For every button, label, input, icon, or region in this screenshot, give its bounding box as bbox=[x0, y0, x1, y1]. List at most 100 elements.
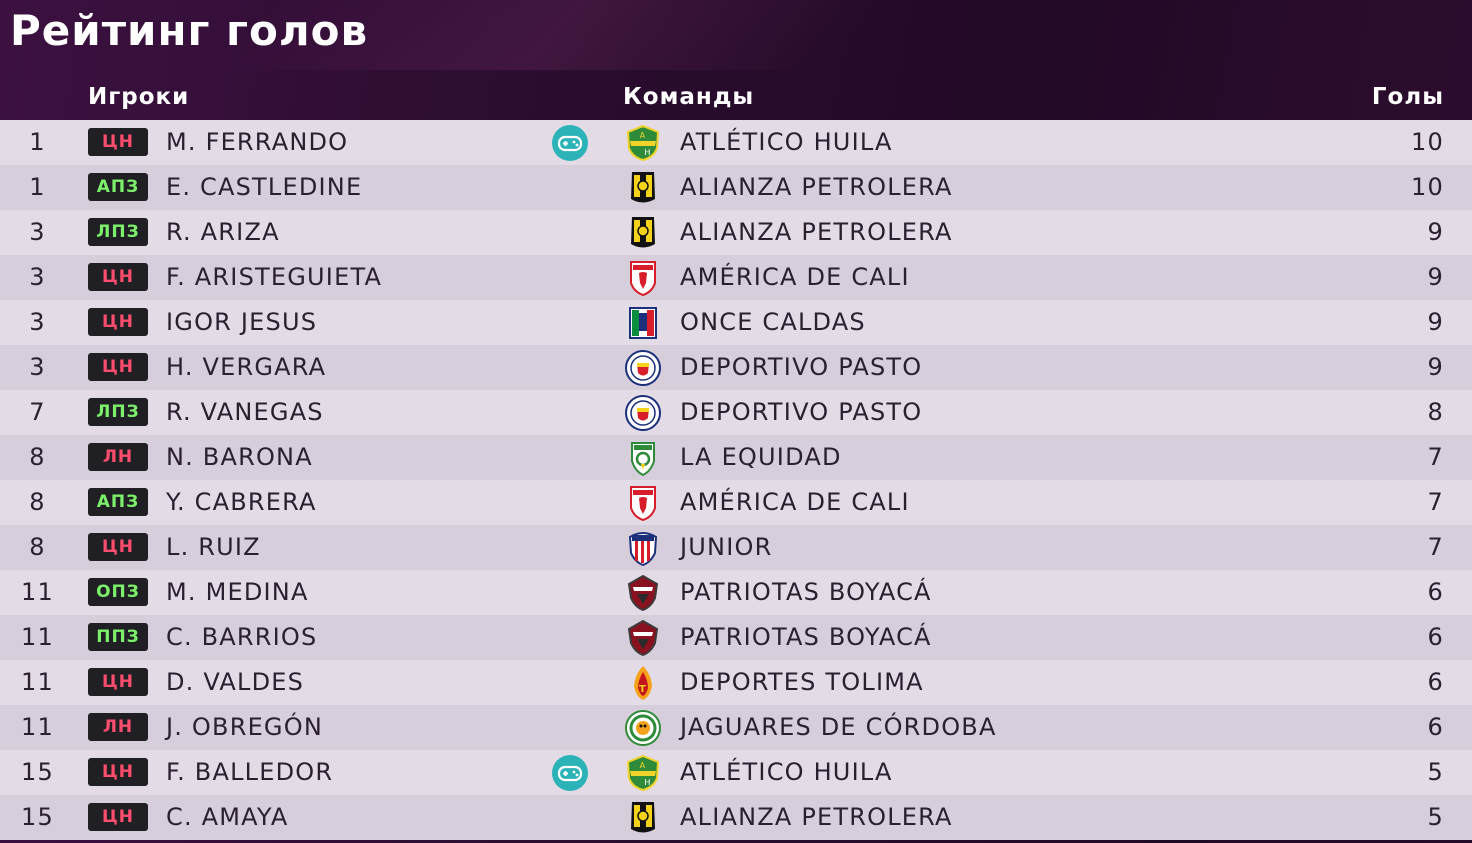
gamepad-icon bbox=[551, 754, 589, 792]
goals-count: 7 bbox=[1427, 533, 1444, 561]
position-badge: ЛН bbox=[88, 713, 148, 741]
rank-number: 3 bbox=[29, 218, 46, 246]
team-name: AMÉRICA DE CALI bbox=[680, 263, 910, 291]
position-badge: ППЗ bbox=[88, 623, 148, 651]
patriotas-boyaca-logo-icon bbox=[624, 574, 662, 612]
goals-count: 6 bbox=[1427, 713, 1444, 741]
rank-number: 15 bbox=[21, 758, 54, 786]
table-row[interactable]: 1 АПЗ E. CASTLEDINE ALIANZA PETROLERA 10 bbox=[0, 165, 1472, 210]
table-row[interactable]: 11 ППЗ C. BARRIOS PATRIOTAS BOYACÁ 6 bbox=[0, 615, 1472, 660]
position-badge: ЛПЗ bbox=[88, 218, 148, 246]
goals-count: 6 bbox=[1427, 623, 1444, 651]
table-row[interactable]: 8 ЦН L. RUIZ JUNIOR 7 bbox=[0, 525, 1472, 570]
table-row[interactable]: 3 ЦН F. ARISTEGUIETA AMÉRICA DE CALI 9 bbox=[0, 255, 1472, 300]
rank-number: 1 bbox=[29, 128, 46, 156]
column-header-teams[interactable]: Команды bbox=[623, 84, 755, 110]
goals-count: 9 bbox=[1427, 218, 1444, 246]
position-badge: АПЗ bbox=[88, 173, 148, 201]
player-name: Y. CABRERA bbox=[166, 488, 317, 516]
deportivo-pasto-logo-icon bbox=[624, 349, 662, 387]
page-title: Рейтинг голов bbox=[10, 6, 369, 55]
gamepad-icon bbox=[551, 124, 589, 162]
player-name: F. BALLEDOR bbox=[166, 758, 334, 786]
goals-count: 10 bbox=[1411, 173, 1444, 201]
america-de-cali-logo-icon bbox=[624, 484, 662, 522]
position-badge: ЦН bbox=[88, 353, 148, 381]
goals-count: 5 bbox=[1427, 803, 1444, 831]
table-row[interactable]: 1 ЦН M. FERRANDO A H ATLÉTICO HUILA 10 bbox=[0, 120, 1472, 165]
once-caldas-logo-icon bbox=[624, 304, 662, 342]
table-row[interactable]: 3 ЛПЗ R. ARIZA ALIANZA PETROLERA 9 bbox=[0, 210, 1472, 255]
team-name: JAGUARES DE CÓRDOBA bbox=[680, 713, 997, 741]
table-row[interactable]: 15 ЦН C. AMAYA ALIANZA PETROLERA 5 bbox=[0, 795, 1472, 840]
goals-count: 5 bbox=[1427, 758, 1444, 786]
team-name: PATRIOTAS BOYACÁ bbox=[680, 578, 932, 606]
player-name: N. BARONA bbox=[166, 443, 313, 471]
table-row[interactable]: 8 АПЗ Y. CABRERA AMÉRICA DE CALI 7 bbox=[0, 480, 1472, 525]
table-row[interactable]: 11 ЦН D. VALDES T DEPORTES TOLIMA 6 bbox=[0, 660, 1472, 705]
rank-number: 15 bbox=[21, 803, 54, 831]
team-name: PATRIOTAS BOYACÁ bbox=[680, 623, 932, 651]
rank-number: 8 bbox=[29, 533, 46, 561]
column-header-goals[interactable]: Голы bbox=[1371, 84, 1444, 110]
alianza-petrolera-logo-icon bbox=[624, 169, 662, 207]
rank-number: 3 bbox=[29, 308, 46, 336]
rank-number: 11 bbox=[21, 713, 54, 741]
team-name: ALIANZA PETROLERA bbox=[680, 173, 953, 201]
svg-text:A: A bbox=[640, 131, 647, 140]
jaguares-de-cordoba-logo-icon bbox=[624, 709, 662, 747]
team-name: ALIANZA PETROLERA bbox=[680, 218, 953, 246]
position-badge: ЛПЗ bbox=[88, 398, 148, 426]
rank-number: 8 bbox=[29, 443, 46, 471]
team-name: ALIANZA PETROLERA bbox=[680, 803, 953, 831]
team-name: ATLÉTICO HUILA bbox=[680, 758, 893, 786]
goals-count: 8 bbox=[1427, 398, 1444, 426]
svg-text:H: H bbox=[644, 148, 651, 157]
team-name: DEPORTIVO PASTO bbox=[680, 353, 923, 381]
column-header-players[interactable]: Игроки bbox=[88, 84, 190, 110]
header-bar: Рейтинг голов Игроки Команды Голы bbox=[0, 0, 1472, 120]
rank-number: 3 bbox=[29, 353, 46, 381]
patriotas-boyaca-logo-icon bbox=[624, 619, 662, 657]
position-badge: ЦН bbox=[88, 758, 148, 786]
team-name: ATLÉTICO HUILA bbox=[680, 128, 893, 156]
position-badge: ЛН bbox=[88, 443, 148, 471]
table-row[interactable]: 7 ЛПЗ R. VANEGAS DEPORTIVO PASTO 8 bbox=[0, 390, 1472, 435]
table-row[interactable]: 8 ЛН N. BARONA LA EQUIDAD 7 bbox=[0, 435, 1472, 480]
deportivo-pasto-logo-icon bbox=[624, 394, 662, 432]
player-name: R. VANEGAS bbox=[166, 398, 324, 426]
position-badge: ЦН bbox=[88, 803, 148, 831]
svg-text:H: H bbox=[644, 778, 651, 787]
table-row[interactable]: 11 ЛН J. OBREGÓN JAGUARES DE CÓRDOBA 6 bbox=[0, 705, 1472, 750]
position-badge: ОПЗ bbox=[88, 578, 148, 606]
goals-count: 9 bbox=[1427, 353, 1444, 381]
la-equidad-logo-icon bbox=[624, 439, 662, 477]
table-row[interactable]: 3 ЦН IGOR JESUS ONCE CALDAS 9 bbox=[0, 300, 1472, 345]
team-name: DEPORTIVO PASTO bbox=[680, 398, 923, 426]
position-badge: ЦН bbox=[88, 128, 148, 156]
goals-count: 10 bbox=[1411, 128, 1444, 156]
america-de-cali-logo-icon bbox=[624, 259, 662, 297]
player-name: M. MEDINA bbox=[166, 578, 309, 606]
junior-logo-icon bbox=[624, 529, 662, 567]
table-row[interactable]: 11 ОПЗ M. MEDINA PATRIOTAS BOYACÁ 6 bbox=[0, 570, 1472, 615]
player-name: L. RUIZ bbox=[166, 533, 261, 561]
svg-text:T: T bbox=[639, 684, 647, 695]
position-badge: ЦН bbox=[88, 533, 148, 561]
player-name: H. VERGARA bbox=[166, 353, 327, 381]
position-badge: ЦН bbox=[88, 668, 148, 696]
player-name: F. ARISTEGUIETA bbox=[166, 263, 383, 291]
goals-count: 9 bbox=[1427, 308, 1444, 336]
goals-count: 9 bbox=[1427, 263, 1444, 291]
table-row[interactable]: 3 ЦН H. VERGARA DEPORTIVO PASTO 9 bbox=[0, 345, 1472, 390]
scorers-table: 1 ЦН M. FERRANDO A H ATLÉTICO HUILA 10 1 АПЗ E. C… bbox=[0, 120, 1472, 840]
player-name: E. CASTLEDINE bbox=[166, 173, 363, 201]
position-badge: ЦН bbox=[88, 263, 148, 291]
team-name: AMÉRICA DE CALI bbox=[680, 488, 910, 516]
goals-count: 7 bbox=[1427, 443, 1444, 471]
svg-text:A: A bbox=[640, 761, 647, 770]
table-row[interactable]: 15 ЦН F. BALLEDOR A H ATLÉTICO HUILA 5 bbox=[0, 750, 1472, 795]
player-name: IGOR JESUS bbox=[166, 308, 318, 336]
